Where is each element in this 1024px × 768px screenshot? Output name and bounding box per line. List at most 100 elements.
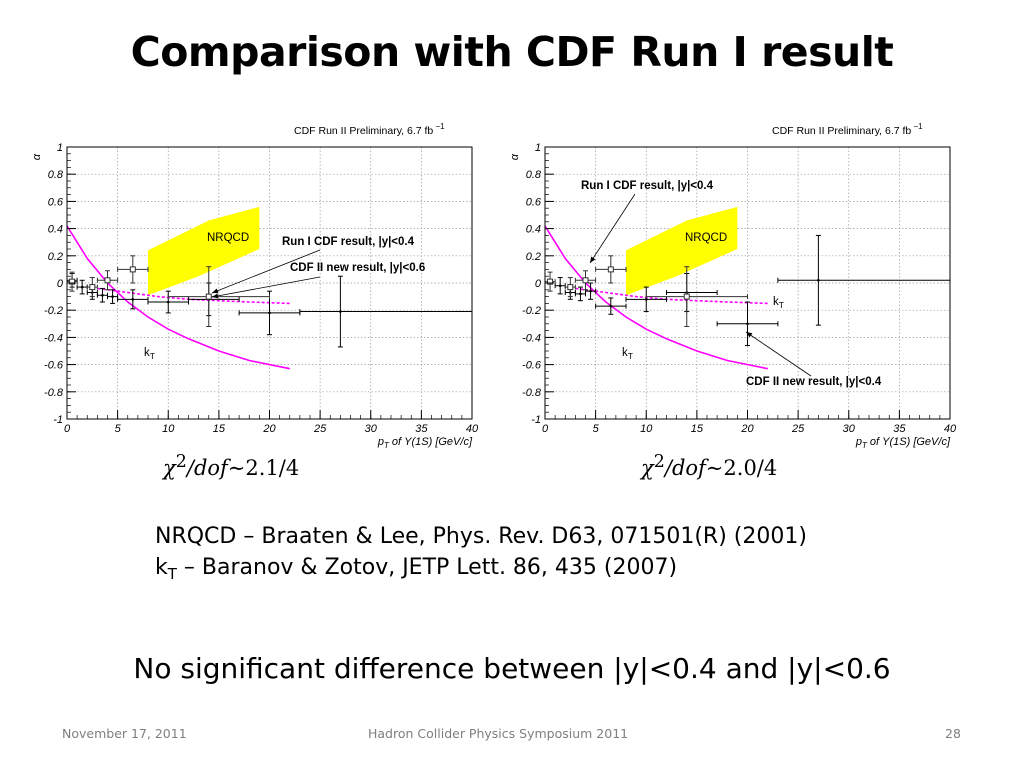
run1-data-point bbox=[117, 255, 149, 284]
y-tick-label: 0.8 bbox=[526, 169, 542, 181]
x-axis-title: pT of Υ(1S) [GeV/c] bbox=[855, 436, 951, 450]
open-square-marker bbox=[129, 266, 136, 273]
chart-svg-right: -1-0.8-0.6-0.4-0.200.20.40.60.810 5 10 15 20… bbox=[509, 122, 957, 450]
cdf2-data-point bbox=[107, 289, 119, 304]
run1-data-point bbox=[645, 266, 748, 328]
point-marker bbox=[609, 304, 613, 308]
nrqcd-label: NRQCD bbox=[685, 232, 727, 244]
point-marker bbox=[817, 278, 820, 282]
reference-nrqcd: NRQCD – Braaten & Lee, Phys. Rev. D63, 0… bbox=[155, 524, 807, 549]
cdf2-arrow-line bbox=[745, 331, 812, 377]
x-tick-label: 20 bbox=[262, 423, 276, 435]
reference-kt: kT – Baranov & Zotov, JETP Lett. 86, 435… bbox=[155, 555, 678, 583]
x-tick-label: 5 bbox=[115, 423, 122, 435]
chi2-right: χ2/dof∼2.0/4 bbox=[641, 452, 778, 480]
slide-title: Comparison with CDF Run I result bbox=[130, 28, 894, 76]
x-tick-label: 5 bbox=[593, 423, 600, 435]
x-tick-label: 40 bbox=[466, 423, 479, 435]
y-tick-label: 0.6 bbox=[526, 196, 542, 208]
nrqcd-label: NRQCD bbox=[207, 232, 249, 244]
run1-data-point bbox=[86, 277, 98, 298]
y-tick-label: -0.4 bbox=[44, 332, 63, 344]
x-tick-label: 10 bbox=[640, 423, 653, 435]
point-marker bbox=[589, 289, 592, 293]
y-tick-label: -0.6 bbox=[522, 360, 542, 372]
run1-label: Run I CDF result, |y|<0.4 bbox=[581, 180, 714, 192]
plot-header: CDF Run II Preliminary, 6.7 fb −1 bbox=[772, 122, 923, 137]
references: NRQCD – Braaten & Lee, Phys. Rev. D63, 0… bbox=[155, 521, 807, 590]
run1-data-point bbox=[564, 277, 576, 298]
point-marker bbox=[166, 300, 170, 304]
open-square-marker bbox=[89, 284, 96, 291]
run1-arrow-line bbox=[211, 249, 321, 294]
open-square-marker bbox=[683, 293, 690, 300]
nrqcd-band bbox=[626, 206, 738, 296]
x-tick-label: 15 bbox=[691, 423, 704, 435]
open-square-marker bbox=[205, 293, 212, 300]
y-tick-label: 0.2 bbox=[526, 251, 541, 263]
open-square-marker bbox=[567, 284, 574, 291]
cdf2-arrow-head bbox=[746, 332, 753, 338]
cdf2-label: CDF II new result, |y|<0.6 bbox=[290, 262, 425, 274]
y-tick-label: 0.4 bbox=[48, 224, 63, 236]
run1-arrow-head bbox=[212, 288, 219, 294]
x-tick-label: 0 bbox=[542, 423, 549, 435]
footer-event: Hadron Collider Physics Symposium 2011 bbox=[368, 726, 629, 741]
y-tick-label: 0 bbox=[535, 278, 542, 290]
point-marker bbox=[644, 298, 648, 301]
x-tick-label: 15 bbox=[213, 423, 226, 435]
cdf2-arrow-line bbox=[211, 276, 321, 298]
footer-date: November 17, 2011 bbox=[62, 726, 187, 741]
chi2-left: χ2/dof∼2.1/4 bbox=[163, 452, 300, 480]
x-tick-label: 30 bbox=[365, 423, 378, 435]
point-marker bbox=[101, 293, 104, 297]
cdf2-data-point bbox=[574, 286, 586, 302]
y-tick-label: -0.2 bbox=[44, 305, 63, 317]
cdf2-data-point bbox=[777, 234, 951, 326]
conclusion-text: No significant difference between |y|<0.… bbox=[133, 652, 891, 685]
y-tick-label: -1 bbox=[531, 414, 541, 426]
point-marker bbox=[80, 285, 84, 289]
kt-curve bbox=[66, 225, 290, 370]
cdf2-arrow-head bbox=[212, 293, 219, 299]
y-tick-label: 1 bbox=[535, 142, 541, 154]
run1-data-point bbox=[167, 266, 270, 328]
point-marker bbox=[746, 322, 749, 326]
y-tick-label: -0.6 bbox=[44, 360, 64, 372]
x-tick-label: 0 bbox=[64, 423, 71, 435]
y-tick-label: -0.2 bbox=[522, 305, 541, 317]
cdf2-data-point bbox=[716, 301, 779, 347]
point-marker bbox=[579, 292, 582, 296]
x-tick-label: 40 bbox=[944, 423, 957, 435]
y-tick-label: 0 bbox=[57, 278, 64, 290]
cdf2-data-point bbox=[625, 286, 667, 313]
run1-data-point bbox=[574, 270, 597, 291]
run1-data-point bbox=[595, 255, 627, 284]
y-tick-label: -0.8 bbox=[44, 387, 64, 399]
open-square-marker bbox=[582, 277, 589, 284]
y-axis-title: α bbox=[31, 153, 43, 160]
point-marker bbox=[268, 311, 271, 315]
cdf2-label: CDF II new result, |y|<0.4 bbox=[746, 376, 882, 388]
point-marker bbox=[131, 298, 135, 301]
y-axis-title: α bbox=[509, 153, 521, 160]
x-axis-title: pT of Υ(1S) [GeV/c] bbox=[377, 436, 473, 450]
y-tick-label: 0.6 bbox=[48, 196, 64, 208]
y-tick-label: -0.4 bbox=[522, 332, 541, 344]
y-tick-label: -0.8 bbox=[522, 387, 542, 399]
kt-label-dashed: kT bbox=[773, 296, 784, 310]
kt-label: kT bbox=[622, 347, 633, 361]
x-tick-label: 30 bbox=[843, 423, 856, 435]
y-tick-label: 1 bbox=[57, 142, 63, 154]
x-tick-label: 20 bbox=[740, 423, 754, 435]
point-marker bbox=[111, 295, 114, 298]
run1-label: Run I CDF result, |y|<0.4 bbox=[282, 236, 415, 248]
run1-arrow-line bbox=[589, 193, 636, 264]
footer-page-number: 28 bbox=[945, 726, 961, 741]
x-tick-label: 25 bbox=[313, 423, 327, 435]
kt-curve bbox=[544, 225, 768, 370]
x-tick-label: 35 bbox=[415, 423, 428, 435]
x-tick-label: 35 bbox=[893, 423, 906, 435]
y-tick-label: -1 bbox=[53, 414, 63, 426]
alpha-vs-pt-plot-right: -1 -0.8 -0.6 -0.4 -0.2 0 0.2 0.4 0.6 0.8 1 0 5 10 15 20… bbox=[498, 110, 968, 455]
